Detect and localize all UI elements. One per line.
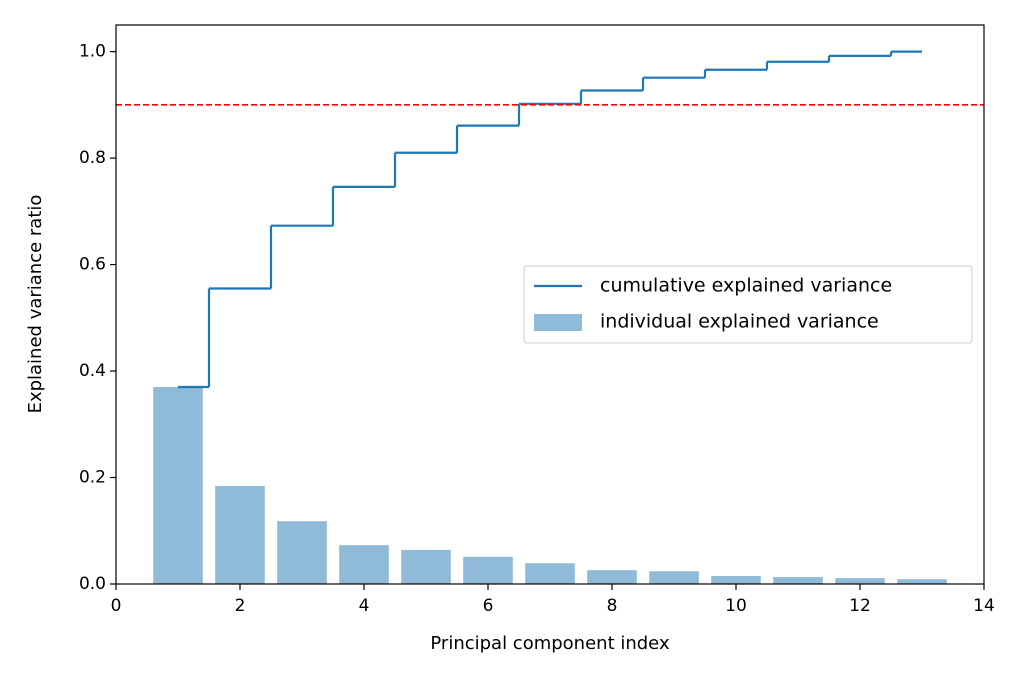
x-tick-label: 4 (359, 596, 370, 616)
bar (897, 579, 947, 584)
bar (525, 563, 575, 584)
bar (339, 545, 389, 584)
y-tick-label: 1.0 (79, 42, 106, 62)
bar (835, 578, 885, 584)
legend-swatch (534, 314, 582, 331)
legend-label: individual explained variance (600, 311, 879, 333)
bar (463, 556, 513, 584)
bar (711, 576, 761, 584)
bar (215, 486, 265, 584)
x-tick-label: 8 (607, 596, 618, 616)
bar (401, 549, 451, 584)
x-tick-label: 2 (235, 596, 246, 616)
bar (587, 570, 637, 584)
y-tick-label: 0.8 (79, 148, 106, 168)
bar (153, 387, 203, 584)
legend-box (523, 265, 973, 344)
y-tick-label: 0.4 (79, 361, 106, 381)
y-tick-label: 0.2 (79, 468, 106, 488)
plot-frame (115, 24, 985, 585)
bar (649, 571, 699, 584)
y-tick-label: 0.6 (79, 255, 106, 275)
x-tick-label: 0 (111, 596, 122, 616)
x-tick-label: 6 (483, 596, 494, 616)
legend-label: cumulative explained variance (600, 275, 892, 297)
x-axis-label: Principal component index (430, 633, 670, 654)
bar (773, 577, 823, 584)
x-tick-label: 14 (973, 596, 995, 616)
y-axis-label: Explained variance ratio (25, 195, 46, 414)
x-tick-label: 12 (849, 596, 871, 616)
bar (277, 521, 327, 584)
x-tick-label: 10 (725, 596, 747, 616)
y-tick-label: 0.0 (79, 574, 106, 594)
